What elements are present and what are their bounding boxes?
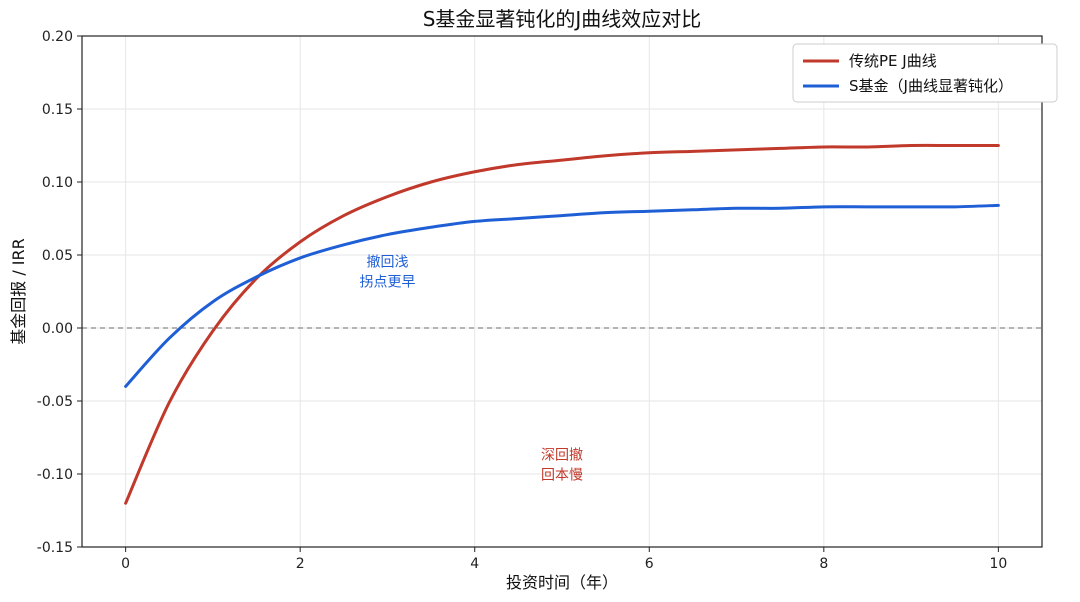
annotation-text: 回本慢: [541, 466, 583, 483]
y-tick-label: -0.15: [37, 540, 73, 556]
x-tick-label: 8: [819, 556, 828, 572]
y-tick-label: -0.05: [37, 394, 73, 410]
y-tick-label: 0.00: [42, 321, 73, 337]
x-tick-label: 6: [645, 556, 654, 572]
y-tick-label: -0.10: [37, 467, 73, 483]
x-tick-label: 2: [296, 556, 305, 572]
x-tick-label: 10: [989, 556, 1007, 572]
x-tick-label: 0: [121, 556, 130, 572]
series-group: [124, 143, 1000, 505]
legend-box: [792, 43, 1058, 103]
plot-frame: [81, 35, 1043, 548]
series-line-s-fund: [124, 203, 1000, 388]
annotation-text: 拐点更早: [359, 275, 415, 291]
annotation-text: 撤回浅: [366, 255, 408, 271]
annotation-text: 深回撤: [541, 447, 583, 463]
series-line-traditional-pe: [124, 143, 1000, 505]
x-axis-title: 投资时间（年）: [506, 573, 618, 592]
legend-label-s-fund: S基金（J曲线显著钝化）: [849, 77, 1013, 95]
y-axis-title: 基金回报 / IRR: [9, 238, 28, 345]
x-tick-label: 4: [470, 556, 479, 572]
y-axis-ticks: -0.15 -0.10 -0.05 0.00 0.05 0.10 0.15 0.20: [37, 29, 82, 556]
chart-title: S基金显著钝化的J曲线效应对比: [423, 7, 702, 31]
x-axis-ticks: 0 2 4 6 8 10: [121, 547, 1007, 572]
y-tick-label: 0.10: [42, 175, 73, 191]
y-tick-label: 0.15: [42, 102, 73, 118]
y-tick-label: 0.20: [42, 29, 73, 45]
y-tick-label: 0.05: [42, 248, 73, 264]
legend: 传统PE J曲线 S基金（J曲线显著钝化）: [792, 43, 1058, 103]
legend-label-traditional-pe: 传统PE J曲线: [849, 52, 937, 70]
